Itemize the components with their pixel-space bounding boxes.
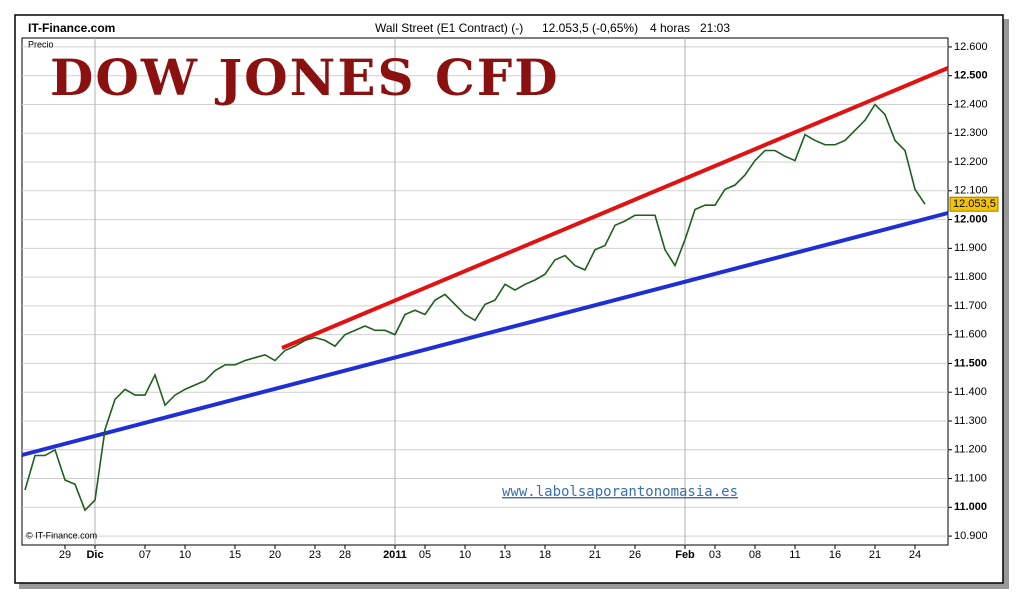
- y-tick-label: 12.000: [954, 213, 988, 225]
- x-tick-label: 11: [789, 549, 800, 561]
- x-tick-label: 10: [459, 549, 471, 561]
- watermark: www.labolsaporantonomasia.es: [502, 484, 738, 500]
- x-tick-label: 20: [269, 549, 281, 561]
- x-tick-label: 03: [709, 549, 721, 561]
- copyright: © IT-Finance.com: [26, 530, 97, 540]
- y-tick-label: 11.300: [954, 415, 987, 427]
- x-tick-label: 2011: [383, 549, 407, 561]
- period: 4 horas: [650, 21, 690, 35]
- y-tick-label: 11.200: [954, 444, 987, 456]
- y-tick-label: 11.900: [954, 242, 987, 254]
- y-tick-label: 12.200: [954, 156, 988, 168]
- last-price-label: 12.053,5: [953, 198, 996, 210]
- x-tick-label: 29: [59, 549, 71, 561]
- x-tick-label: 05: [419, 549, 431, 561]
- y-axis-label: Precio: [28, 39, 54, 49]
- x-tick-label: 21: [869, 549, 881, 561]
- x-tick-label: 26: [629, 549, 641, 561]
- x-tick-label: 13: [499, 549, 511, 561]
- instrument: Wall Street (E1 Contract) (-): [375, 21, 523, 35]
- y-tick-label: 12.400: [954, 98, 988, 110]
- time: 21:03: [700, 21, 730, 35]
- quote: 12.053,5 (-0,65%): [542, 21, 638, 35]
- y-tick-label: 11.700: [954, 300, 987, 312]
- x-tick-label: 18: [539, 549, 551, 561]
- x-tick-label: 07: [139, 549, 151, 561]
- x-tick-label: 15: [229, 549, 241, 561]
- x-tick-label: 10: [179, 549, 191, 561]
- plot-area: [21, 37, 949, 546]
- x-tick-label: Dic: [86, 549, 103, 561]
- price-line: [24, 103, 926, 512]
- y-tick-label: 11.400: [954, 386, 987, 398]
- site-name: IT-Finance.com: [28, 21, 115, 35]
- y-tick-label: 11.000: [954, 501, 987, 513]
- y-tick-label: 12.600: [954, 41, 988, 53]
- y-tick-label: 11.800: [954, 271, 987, 283]
- last-price-box: [949, 196, 999, 212]
- y-tick-label: 12.100: [954, 185, 988, 197]
- y-tick-label: 12.300: [954, 127, 988, 139]
- y-tick-label: 11.500: [954, 357, 987, 369]
- x-tick-label: Feb: [675, 549, 695, 561]
- y-tick-label: 12.500: [954, 70, 988, 82]
- y-tick-label: 11.600: [954, 329, 987, 341]
- support-line: [21, 211, 949, 457]
- x-tick-label: 21: [589, 549, 601, 561]
- y-tick-label: 11.100: [954, 472, 987, 484]
- y-tick-label: 10.900: [954, 530, 988, 542]
- x-tick-label: 16: [829, 549, 841, 561]
- x-tick-label: 23: [309, 549, 321, 561]
- chart-title: DOW JONES CFD: [50, 48, 560, 107]
- x-tick-label: 24: [909, 549, 921, 561]
- x-tick-label: 08: [749, 549, 761, 561]
- x-tick-label: 28: [339, 549, 351, 561]
- resistance-line: [281, 66, 949, 350]
